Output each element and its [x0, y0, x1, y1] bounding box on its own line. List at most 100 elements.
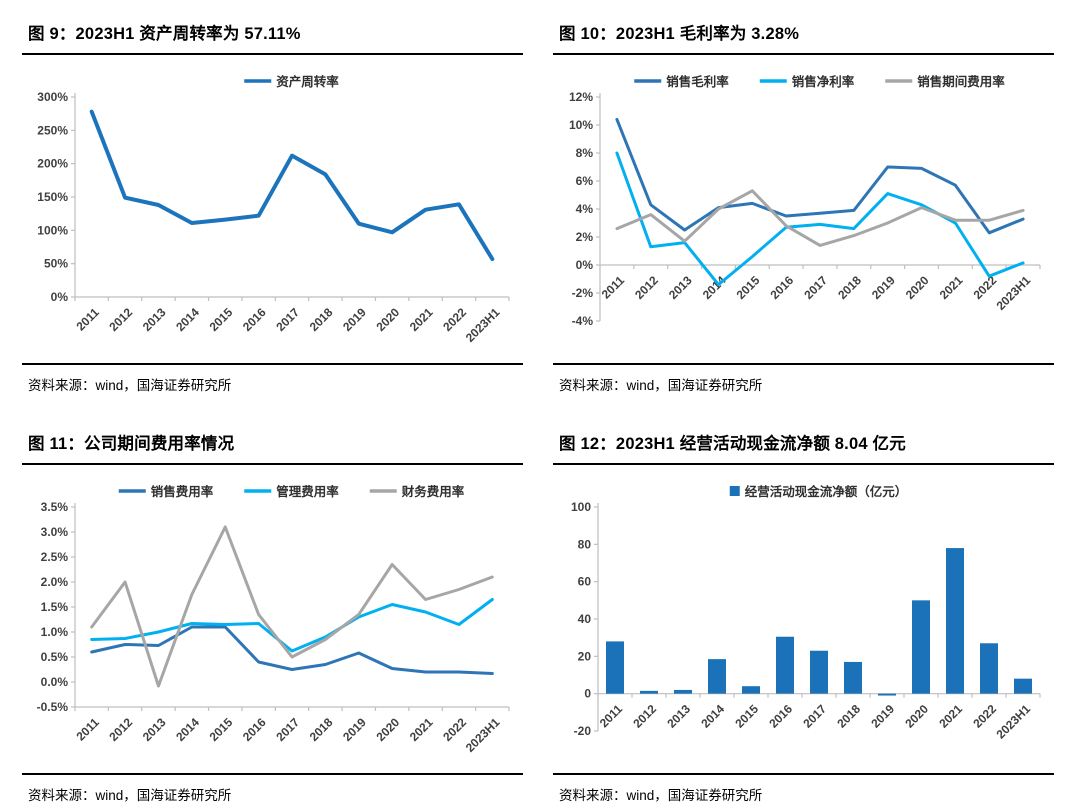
svg-text:2015: 2015	[206, 715, 235, 744]
svg-text:2013: 2013	[665, 273, 694, 302]
figure-12-title: 图 12：2023H1 经营活动现金流净额 8.04 亿元	[553, 422, 1054, 465]
svg-text:2022: 2022	[440, 305, 469, 334]
svg-text:2016: 2016	[767, 273, 796, 302]
svg-text:2014: 2014	[698, 702, 727, 731]
svg-text:销售期间费用率: 销售期间费用率	[917, 74, 1005, 89]
svg-text:3.5%: 3.5%	[40, 500, 68, 514]
svg-text:2023H1: 2023H1	[993, 702, 1033, 742]
svg-text:2011: 2011	[73, 305, 102, 334]
svg-text:2014: 2014	[173, 305, 202, 334]
panel-figure-12: 图 12：2023H1 经营活动现金流净额 8.04 亿元 -20 0 20 40 60…	[553, 422, 1054, 806]
svg-text:200%: 200%	[37, 157, 68, 171]
svg-text:2018: 2018	[835, 273, 864, 302]
svg-text:2018: 2018	[306, 715, 335, 744]
svg-text:40: 40	[577, 612, 591, 626]
svg-text:2013: 2013	[139, 305, 168, 334]
figure-12-chart-area: -20 0 20 40 60 80 100 2011 2012 2013 2014 2015 2016 2…	[553, 465, 1054, 773]
svg-text:2012: 2012	[630, 702, 659, 731]
svg-text:2017: 2017	[801, 273, 830, 302]
svg-text:150%: 150%	[37, 190, 68, 204]
figure-9-source: 资料来源：wind，国海证券研究所	[22, 363, 523, 396]
figure-10-chart-area: -4% -2% 0% 2% 4% 6% 8% 10% 12% 2011 2012 2013 2014 20…	[553, 55, 1054, 363]
svg-text:20: 20	[577, 649, 591, 663]
svg-text:2017: 2017	[800, 702, 829, 731]
panel-figure-11: 图 11：公司期间费用率情况 -0.5% 0.0% 0.5% 1.0% 1.5% 2.0%…	[22, 422, 523, 806]
svg-text:2015: 2015	[732, 702, 761, 731]
panel-figure-10: 图 10：2023H1 毛利率为 3.28% -4% -2% 0% 2% 4% 6% 8% 1…	[553, 12, 1054, 396]
svg-text:50%: 50%	[43, 257, 67, 271]
svg-text:100: 100	[570, 500, 590, 514]
svg-text:6%: 6%	[575, 174, 593, 188]
svg-text:-0.5%: -0.5%	[36, 700, 68, 714]
svg-text:2020: 2020	[902, 273, 931, 302]
figure-11-chart-area: -0.5% 0.0% 0.5% 1.0% 1.5% 2.0% 2.5% 3.0% 3.5% 201…	[22, 465, 523, 773]
svg-text:2015: 2015	[733, 273, 762, 302]
svg-text:经营活动现金流净额（亿元）: 经营活动现金流净额（亿元）	[744, 484, 907, 499]
svg-text:2016: 2016	[239, 715, 268, 744]
svg-text:2011: 2011	[598, 273, 627, 302]
svg-text:管理费用率: 管理费用率	[276, 484, 339, 499]
figure-10-title: 图 10：2023H1 毛利率为 3.28%	[553, 12, 1054, 55]
svg-text:2013: 2013	[139, 715, 168, 744]
margin-rates-line-chart: -4%-2%0%2%4%6%8%10%12%2011 2012 2013 2014 20…	[568, 74, 1041, 328]
svg-text:2012: 2012	[632, 273, 661, 302]
svg-text:2019: 2019	[868, 702, 897, 731]
svg-text:-2%: -2%	[571, 286, 593, 300]
svg-text:3.0%: 3.0%	[40, 525, 68, 539]
svg-text:销售毛利率: 销售毛利率	[666, 74, 729, 89]
svg-text:2018: 2018	[834, 702, 863, 731]
svg-text:4%: 4%	[575, 202, 593, 216]
svg-text:2021: 2021	[936, 702, 965, 731]
svg-text:2020: 2020	[373, 305, 402, 334]
svg-text:2.5%: 2.5%	[40, 550, 68, 564]
svg-text:2023H1: 2023H1	[993, 273, 1033, 313]
svg-text:-4%: -4%	[571, 314, 593, 328]
svg-text:0: 0	[584, 687, 591, 701]
figure-11-source: 资料来源：wind，国海证券研究所	[22, 773, 523, 806]
svg-text:2012: 2012	[106, 715, 135, 744]
svg-text:2022: 2022	[440, 715, 469, 744]
svg-text:250%: 250%	[37, 123, 68, 137]
svg-text:2016: 2016	[766, 702, 795, 731]
svg-text:100%: 100%	[37, 223, 68, 237]
svg-text:-20: -20	[573, 724, 591, 738]
svg-text:销售费用率: 销售费用率	[150, 484, 213, 499]
svg-text:1.0%: 1.0%	[40, 625, 68, 639]
figure-9-title: 图 9：2023H1 资产周转率为 57.11%	[22, 12, 523, 55]
svg-text:2016: 2016	[239, 305, 268, 334]
svg-text:2022: 2022	[970, 702, 999, 731]
svg-text:2021: 2021	[936, 273, 965, 302]
figure-12-source: 资料来源：wind，国海证券研究所	[553, 773, 1054, 806]
svg-text:2012: 2012	[106, 305, 135, 334]
svg-text:2021: 2021	[406, 715, 435, 744]
svg-text:资产周转率: 资产周转率	[276, 74, 339, 89]
panel-figure-9: 图 9：2023H1 资产周转率为 57.11% 0% 50% 100% 150% 20…	[22, 12, 523, 396]
svg-text:8%: 8%	[575, 146, 593, 160]
figure-9-chart-area: 0% 50% 100% 150% 200% 250% 300% 2011 2012 2013 201…	[22, 55, 523, 363]
svg-text:2%: 2%	[575, 230, 593, 244]
figure-10-source: 资料来源：wind，国海证券研究所	[553, 363, 1054, 396]
svg-text:2023H1: 2023H1	[462, 715, 502, 755]
svg-text:2.0%: 2.0%	[40, 575, 68, 589]
svg-text:销售净利率: 销售净利率	[791, 74, 854, 89]
svg-text:12%: 12%	[568, 90, 592, 104]
svg-text:财务费用率: 财务费用率	[400, 484, 464, 499]
svg-text:0.5%: 0.5%	[40, 650, 68, 664]
figure-11-title: 图 11：公司期间费用率情况	[22, 422, 523, 465]
svg-text:80: 80	[577, 537, 591, 551]
svg-text:10%: 10%	[568, 118, 592, 132]
expense-rates-line-chart: -0.5% 0.0% 0.5% 1.0% 1.5% 2.0% 2.5% 3.0% 3.5% 201…	[36, 484, 510, 755]
svg-text:2022: 2022	[970, 273, 999, 302]
svg-text:2020: 2020	[373, 715, 402, 744]
svg-text:2019: 2019	[340, 305, 369, 334]
svg-text:2017: 2017	[273, 305, 302, 334]
svg-text:60: 60	[577, 575, 591, 589]
svg-text:1.5%: 1.5%	[40, 600, 68, 614]
svg-text:0.0%: 0.0%	[40, 675, 68, 689]
svg-text:2011: 2011	[596, 702, 625, 731]
svg-text:2011: 2011	[73, 715, 102, 744]
svg-text:0%: 0%	[575, 258, 593, 272]
svg-text:2021: 2021	[406, 305, 435, 334]
